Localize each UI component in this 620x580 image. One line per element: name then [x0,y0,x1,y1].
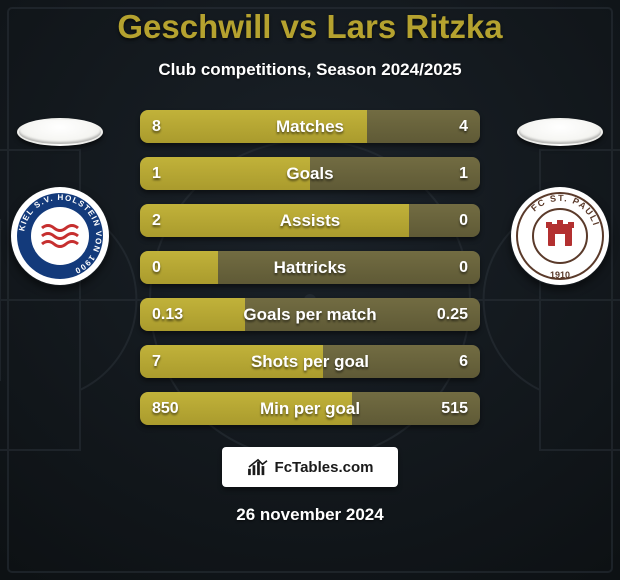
bar-value-right: 1 [459,157,468,190]
stat-bar: Matches84 [140,110,480,143]
bar-value-left: 0 [152,251,161,284]
stat-bar: Min per goal850515 [140,392,480,425]
bar-value-right: 4 [459,110,468,143]
branding-badge: FcTables.com [222,447,398,487]
bar-seg-left [140,157,310,190]
svg-text:1910: 1910 [550,270,570,280]
left-crest: KIEL S.V. HOLSTEIN VON 1900 [10,186,110,286]
branding-text: FcTables.com [275,459,374,476]
bar-value-left: 7 [152,345,161,378]
stat-bar: Shots per goal76 [140,345,480,378]
stat-bars: Matches84Goals11Assists20Hattricks00Goal… [120,110,500,425]
page-title: Geschwill vs Lars Ritzka [117,8,502,46]
bar-value-right: 515 [441,392,468,425]
main-row: KIEL S.V. HOLSTEIN VON 1900 Matches84Goa… [0,110,620,425]
bar-value-right: 0 [459,204,468,237]
bar-seg-right [218,251,480,284]
right-crest: FC ST. PAULI 1910 [510,186,610,286]
bar-seg-left [140,204,409,237]
player2-name: Lars Ritzka [327,8,503,45]
stat-bar: Assists20 [140,204,480,237]
player1-name: Geschwill [117,8,271,45]
bar-value-left: 1 [152,157,161,190]
content-root: Geschwill vs Lars Ritzka Club competitio… [0,0,620,580]
bar-value-right: 0.25 [437,298,468,331]
bar-value-right: 6 [459,345,468,378]
stat-bar: Goals11 [140,157,480,190]
stat-bar: Goals per match0.130.25 [140,298,480,331]
left-side: KIEL S.V. HOLSTEIN VON 1900 [0,110,120,286]
date-text: 26 november 2024 [236,505,383,525]
bar-seg-right [323,345,480,378]
bar-seg-left [140,110,367,143]
left-flag [17,118,103,146]
bar-seg-left [140,345,323,378]
bar-seg-right [310,157,480,190]
right-flag [517,118,603,146]
vs-text: vs [281,8,318,45]
right-side: FC ST. PAULI 1910 [500,110,620,286]
bar-value-right: 0 [459,251,468,284]
bar-value-left: 8 [152,110,161,143]
bar-value-left: 0.13 [152,298,183,331]
bar-value-left: 850 [152,392,179,425]
bar-value-left: 2 [152,204,161,237]
subtitle: Club competitions, Season 2024/2025 [158,60,461,80]
bar-seg-right [409,204,480,237]
chart-icon [247,458,269,476]
stat-bar: Hattricks00 [140,251,480,284]
